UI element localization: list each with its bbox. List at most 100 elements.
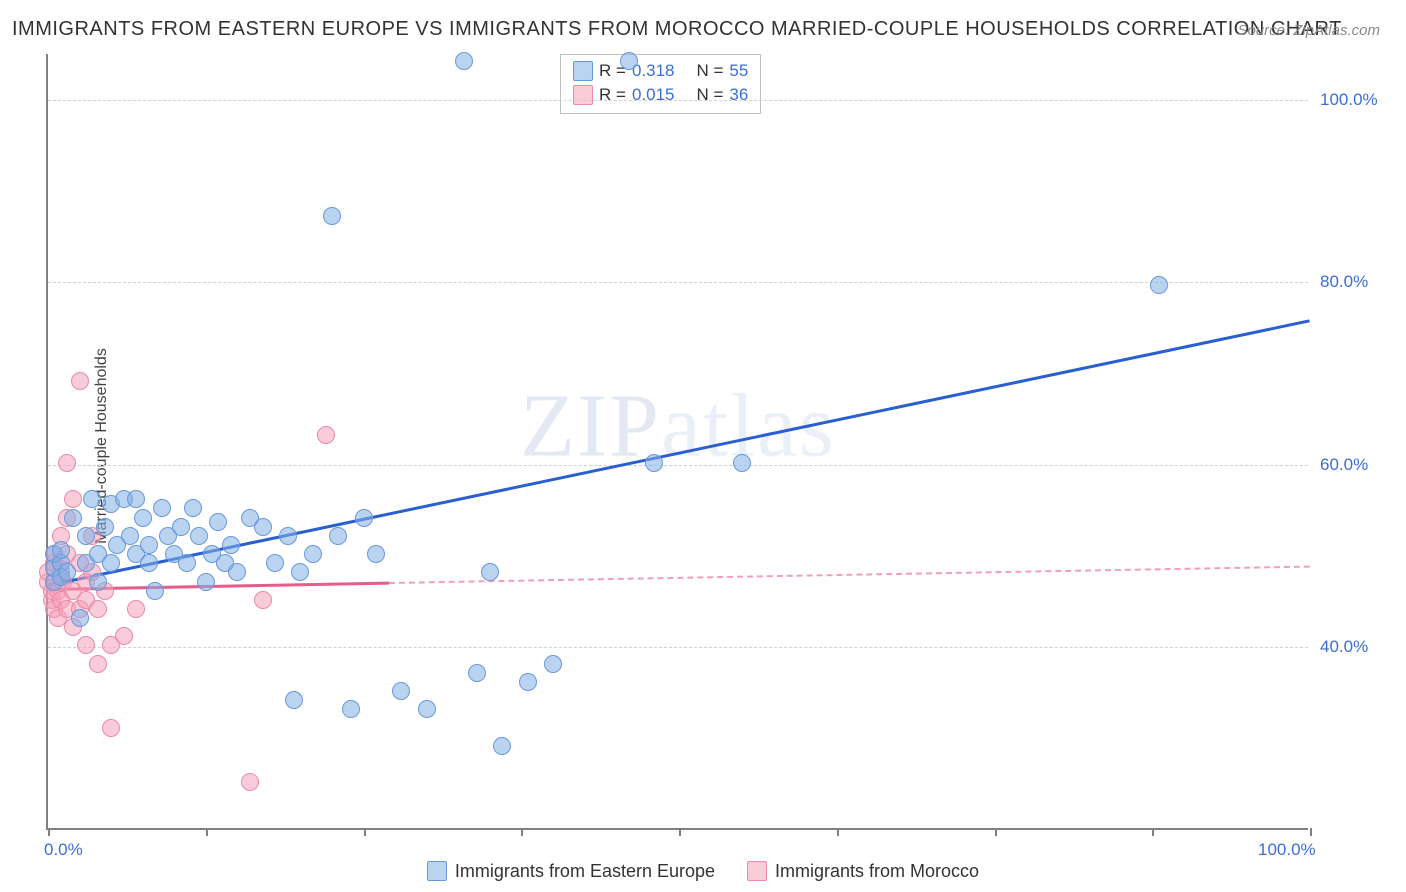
scatter-point-blue (367, 545, 385, 563)
scatter-point-blue (222, 536, 240, 554)
x-tick-mark (48, 828, 50, 836)
scatter-point-pink (115, 627, 133, 645)
scatter-point-blue (493, 737, 511, 755)
x-tick-label: 0.0% (44, 840, 83, 860)
legend-r-value: 0.318 (632, 59, 675, 83)
x-tick-mark (995, 828, 997, 836)
scatter-point-blue (89, 573, 107, 591)
scatter-point-blue (190, 527, 208, 545)
x-tick-mark (679, 828, 681, 836)
legend-series-item: Immigrants from Eastern Europe (427, 861, 715, 882)
scatter-point-blue (455, 52, 473, 70)
legend-r-label: R = (599, 83, 626, 107)
scatter-point-blue (140, 536, 158, 554)
scatter-point-blue (52, 541, 70, 559)
scatter-point-blue (77, 527, 95, 545)
scatter-point-pink (89, 600, 107, 618)
scatter-point-pink (58, 454, 76, 472)
scatter-point-pink (64, 490, 82, 508)
legend-series-label: Immigrants from Eastern Europe (455, 861, 715, 882)
scatter-point-blue (481, 563, 499, 581)
scatter-point-pink (71, 372, 89, 390)
scatter-point-blue (184, 499, 202, 517)
gridline (48, 282, 1308, 283)
legend-stats: R =0.318 N =55R =0.015 N =36 (560, 54, 761, 114)
legend-series-item: Immigrants from Morocco (747, 861, 979, 882)
scatter-point-blue (209, 513, 227, 531)
y-tick-label: 80.0% (1320, 272, 1368, 292)
scatter-point-blue (1150, 276, 1168, 294)
legend-n-value: 55 (729, 59, 748, 83)
scatter-point-blue (519, 673, 537, 691)
y-tick-label: 60.0% (1320, 455, 1368, 475)
scatter-point-blue (342, 700, 360, 718)
scatter-point-blue (197, 573, 215, 591)
scatter-point-blue (355, 509, 373, 527)
scatter-point-pink (127, 600, 145, 618)
x-tick-mark (1152, 828, 1154, 836)
legend-n-value: 36 (729, 83, 748, 107)
scatter-point-blue (178, 554, 196, 572)
scatter-point-blue (153, 499, 171, 517)
gridline (48, 647, 1308, 648)
legend-r-value: 0.015 (632, 83, 675, 107)
legend-swatch-pink (573, 85, 593, 105)
source-label: Source: ZipAtlas.com (1237, 22, 1380, 39)
scatter-point-blue (266, 554, 284, 572)
scatter-point-pink (102, 719, 120, 737)
gridline (48, 465, 1308, 466)
legend-swatch-blue (573, 61, 593, 81)
scatter-point-blue (291, 563, 309, 581)
scatter-point-pink (254, 591, 272, 609)
legend-n-label: N = (696, 59, 723, 83)
x-tick-mark (521, 828, 523, 836)
y-tick-label: 100.0% (1320, 90, 1378, 110)
scatter-point-blue (468, 664, 486, 682)
scatter-point-blue (544, 655, 562, 673)
y-tick-label: 40.0% (1320, 637, 1368, 657)
x-tick-label: 100.0% (1258, 840, 1316, 860)
scatter-point-blue (304, 545, 322, 563)
scatter-point-pink (317, 426, 335, 444)
scatter-point-blue (96, 518, 114, 536)
scatter-point-blue (620, 52, 638, 70)
scatter-point-blue (172, 518, 190, 536)
legend-series-label: Immigrants from Morocco (775, 861, 979, 882)
scatter-point-pink (89, 655, 107, 673)
x-tick-mark (837, 828, 839, 836)
scatter-point-blue (102, 554, 120, 572)
watermark: ZIPatlas (520, 374, 836, 477)
chart-title: IMMIGRANTS FROM EASTERN EUROPE VS IMMIGR… (12, 18, 1342, 41)
scatter-point-blue (323, 207, 341, 225)
trendline (389, 565, 1310, 583)
scatter-point-blue (146, 582, 164, 600)
scatter-point-blue (285, 691, 303, 709)
scatter-point-blue (228, 563, 246, 581)
scatter-point-blue (418, 700, 436, 718)
scatter-point-blue (127, 490, 145, 508)
scatter-point-pink (77, 636, 95, 654)
scatter-point-blue (58, 563, 76, 581)
legend-stat-row: R =0.015 N =36 (573, 83, 748, 107)
x-tick-mark (1310, 828, 1312, 836)
scatter-point-blue (71, 609, 89, 627)
scatter-point-blue (254, 518, 272, 536)
legend-stat-row: R =0.318N =55 (573, 59, 748, 83)
scatter-point-pink (241, 773, 259, 791)
legend-swatch-pink (747, 861, 767, 881)
scatter-point-blue (134, 509, 152, 527)
x-tick-mark (206, 828, 208, 836)
scatter-point-blue (64, 509, 82, 527)
scatter-point-blue (392, 682, 410, 700)
scatter-point-blue (140, 554, 158, 572)
legend-n-label: N = (696, 83, 723, 107)
scatter-point-blue (733, 454, 751, 472)
scatter-point-blue (83, 490, 101, 508)
plot-area: ZIPatlas R =0.318 N =55R =0.015 N =36 (46, 54, 1308, 830)
legend-swatch-blue (427, 861, 447, 881)
x-tick-mark (364, 828, 366, 836)
gridline (48, 100, 1308, 101)
scatter-point-blue (645, 454, 663, 472)
legend-series: Immigrants from Eastern Europe Immigrants… (0, 861, 1406, 887)
scatter-point-blue (121, 527, 139, 545)
